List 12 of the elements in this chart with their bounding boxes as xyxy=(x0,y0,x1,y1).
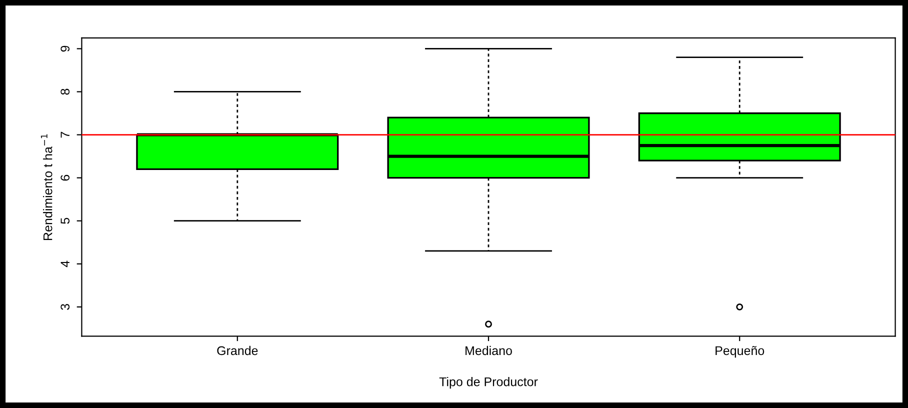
x-tick-label: Grande xyxy=(217,346,258,356)
x-axis-title: Tipo de Productor xyxy=(439,377,538,389)
y-tick-label: 7 xyxy=(60,132,70,138)
y-tick-label: 3 xyxy=(60,304,70,310)
x-tick-label: Pequeño xyxy=(716,346,764,358)
y-axis-title: Rendimiento t ha$^{−1}$ xyxy=(40,134,52,240)
y-tick-label: 6 xyxy=(60,174,70,181)
x-tick-label: Mediano xyxy=(466,346,512,356)
y-tick-label: 5 xyxy=(60,218,70,224)
y-tick-label: 8 xyxy=(60,88,70,95)
y-tick-label: 4 xyxy=(60,260,70,268)
y-tick-label: 9 xyxy=(60,46,70,52)
